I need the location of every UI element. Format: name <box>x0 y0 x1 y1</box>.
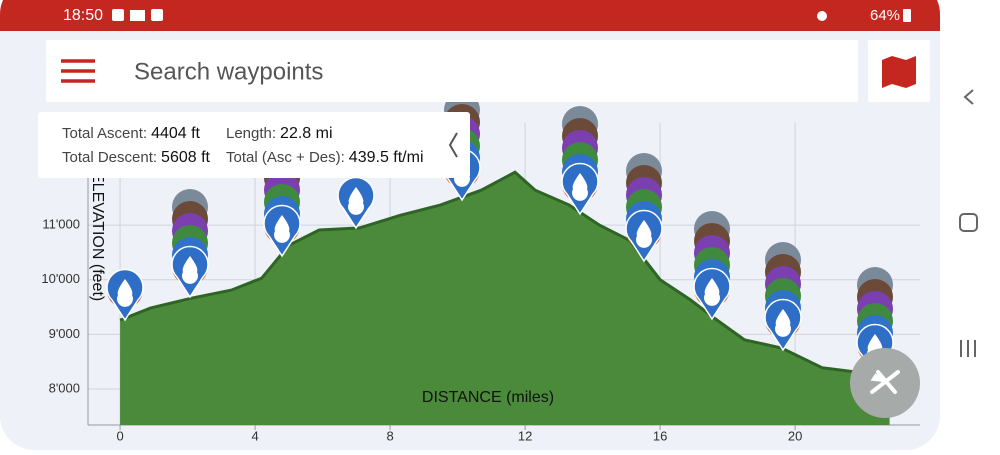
nav-back[interactable] <box>963 89 974 105</box>
status-icon <box>130 10 145 21</box>
x-tick-label: 4 <box>251 428 258 443</box>
waypoint-drop <box>182 256 198 284</box>
stats-card <box>38 112 470 178</box>
stat-label: Total (Asc + Des): <box>226 149 345 166</box>
stat-value: 5608 ft <box>161 149 210 166</box>
x-axis-title: DISTANCE (miles) <box>422 389 554 406</box>
clock: 18:50 <box>63 7 103 24</box>
nav-bar <box>940 0 1000 450</box>
map-icon[interactable] <box>882 56 916 88</box>
stat: Length: 22.8 mi <box>226 125 333 142</box>
waypoint-drop <box>274 215 290 243</box>
status-icon <box>817 11 827 21</box>
waypoint-drop <box>775 309 791 337</box>
y-tick-label: 10'000 <box>41 271 80 286</box>
status-icon <box>112 9 124 21</box>
waypoint-drop <box>572 173 588 201</box>
nav-home[interactable] <box>959 213 978 232</box>
stat: Total Descent: 5608 ft <box>62 149 211 166</box>
status-icon <box>151 9 163 21</box>
x-tick-label: 16 <box>653 428 667 443</box>
search-placeholder[interactable]: Search waypoints <box>134 58 323 85</box>
y-tick-label: 8'000 <box>49 380 80 395</box>
stat-label: Total Ascent: <box>62 125 147 142</box>
battery-text: 64% <box>870 7 900 24</box>
x-tick-label: 20 <box>788 428 802 443</box>
stat-value: 22.8 mi <box>280 125 332 142</box>
stat-label: Length: <box>226 125 276 142</box>
chart: 8'000 9'000 10'000 11'000 0 4 8 12 16 20 DISTANCE … <box>38 92 920 443</box>
waypoint-drop <box>116 279 133 307</box>
x-tick-label: 12 <box>518 428 532 443</box>
waypoint-drop <box>347 187 364 215</box>
battery-icon <box>903 9 911 22</box>
stat-value: 4404 ft <box>151 125 200 142</box>
x-tick-label: 0 <box>116 428 123 443</box>
stat-label: Total Descent: <box>62 149 157 166</box>
waypoint-drop <box>635 220 652 248</box>
stat: Total (Asc + Des): 439.5 ft/mi <box>226 149 424 166</box>
waypoint-drop <box>704 278 720 306</box>
nav-recents[interactable] <box>960 340 976 357</box>
y-tick-label: 9'000 <box>49 326 80 341</box>
elevation-area <box>120 172 890 425</box>
floating-icon <box>870 370 900 394</box>
collapse-button[interactable] <box>448 132 458 158</box>
elevation-line <box>119 170 890 374</box>
y-tick-label: 11'000 <box>42 217 80 232</box>
x-tick-label: 8 <box>386 428 393 443</box>
stat-value: 439.5 ft/mi <box>349 149 424 166</box>
search-bar[interactable] <box>46 40 858 102</box>
menu-button[interactable] <box>61 59 95 83</box>
stat: Total Ascent: 4404 ft <box>62 125 201 142</box>
y-axis-title: ELEVATION (feet) <box>89 172 106 301</box>
